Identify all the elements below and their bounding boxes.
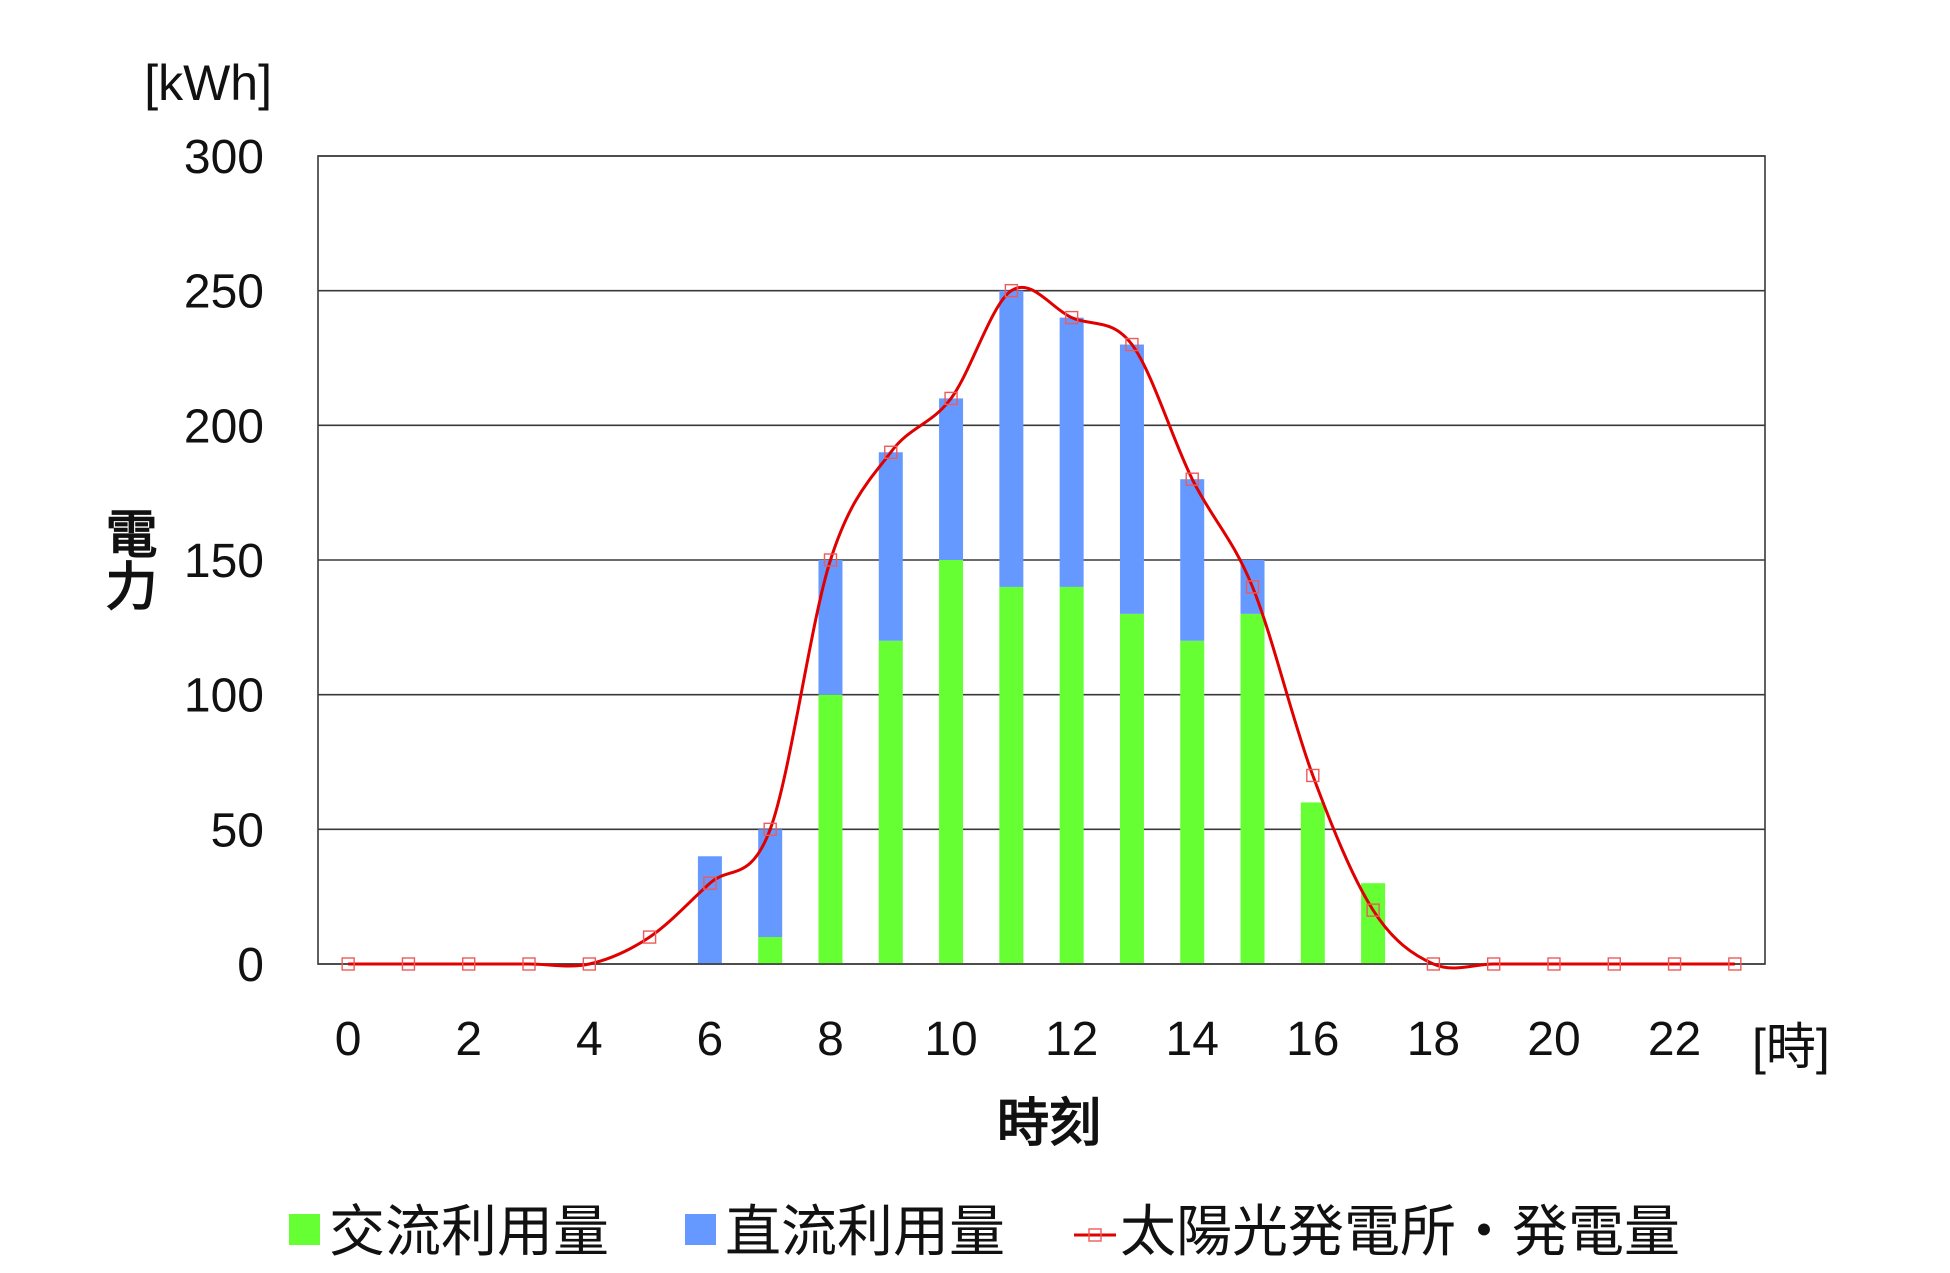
- x-tick-label-2: 2: [455, 1013, 482, 1066]
- y-axis-title: 電力: [96, 507, 156, 611]
- y-axis-tick-labels: 0 50 100 150 200 250 300: [184, 131, 264, 992]
- x-tick-label-22: 22: [1648, 1013, 1701, 1066]
- legend-item-solar-generation: 太陽光発電所・発電量: [1074, 1200, 1680, 1265]
- stacked-bars: [697, 290, 1386, 964]
- legend-swatch-ac-usage: [289, 1214, 320, 1245]
- y-axis-unit: [kWh]: [144, 55, 272, 111]
- generation-marker-15: [1245, 580, 1260, 594]
- generation-marker-11: [1004, 283, 1019, 298]
- ac-usage-bar-10: [939, 560, 964, 964]
- generation-marker-5: [642, 930, 657, 944]
- x-tick-label-12: 12: [1045, 1013, 1098, 1066]
- y-tick-label-150: 150: [184, 535, 264, 588]
- generation-line: [348, 285, 1735, 970]
- generation-marker-3: [522, 957, 536, 971]
- ac-usage-bar-8: [818, 694, 843, 964]
- gridlines: [318, 155, 1765, 965]
- ac-usage-bar-7: [758, 937, 783, 964]
- dc-usage-bar-11: [999, 290, 1024, 587]
- x-tick-label-16: 16: [1286, 1013, 1339, 1066]
- generation-marker-10: [944, 391, 958, 406]
- generation-marker-13: [1125, 337, 1139, 352]
- generation-marker-2: [462, 957, 476, 971]
- ac-usage-bar-9: [878, 640, 903, 964]
- ac-usage-bar-15: [1240, 613, 1265, 964]
- x-tick-label-8: 8: [817, 1013, 844, 1066]
- generation-marker-7: [763, 822, 777, 837]
- x-tick-label-4: 4: [576, 1013, 603, 1066]
- x-axis-tick-labels: 0 2 4 6 8 10 12 14 16 18 20 22: [335, 1013, 1701, 1066]
- y-tick-label-250: 250: [184, 266, 264, 319]
- legend: 交流利用量 直流利用量 太陽光発電所・発電量: [289, 1200, 1680, 1265]
- ac-usage-bar-16: [1300, 802, 1325, 964]
- legend-item-ac-usage: 交流利用量: [289, 1200, 609, 1265]
- legend-label-ac-usage: 交流利用量: [329, 1200, 609, 1265]
- y-tick-label-200: 200: [184, 400, 264, 453]
- legend-label-dc-usage: 直流利用量: [725, 1200, 1005, 1265]
- generation-marker-20: [1547, 957, 1561, 971]
- legend-item-dc-usage: 直流利用量: [685, 1200, 1005, 1265]
- dc-usage-bar-9: [878, 452, 903, 641]
- generation-marker-8: [823, 553, 838, 567]
- dc-usage-bar-14: [1180, 479, 1205, 641]
- y-tick-label-50: 50: [211, 804, 264, 857]
- x-axis-title: 時刻: [997, 1094, 1101, 1154]
- generation-marker-6: [703, 876, 717, 890]
- dc-usage-bar-10: [939, 398, 964, 560]
- generation-marker-1: [401, 957, 416, 971]
- generation-marker-4: [582, 957, 597, 971]
- generation-marker-12: [1064, 310, 1079, 325]
- dc-usage-bar-8: [818, 560, 843, 695]
- generation-marker-9: [884, 445, 898, 459]
- generation-marker-14: [1185, 472, 1199, 486]
- x-tick-label-10: 10: [924, 1013, 977, 1066]
- x-tick-label-6: 6: [697, 1013, 724, 1066]
- generation-marker-23: [1728, 957, 1742, 971]
- x-tick-label-20: 20: [1527, 1013, 1580, 1066]
- x-axis-unit: [時]: [1752, 1019, 1830, 1075]
- ac-usage-bar-13: [1119, 613, 1144, 964]
- y-tick-label-300: 300: [184, 131, 264, 184]
- ac-usage-bar-12: [1059, 586, 1084, 964]
- x-tick-label-0: 0: [335, 1013, 362, 1066]
- generation-marker-16: [1306, 768, 1320, 783]
- generation-marker-22: [1667, 957, 1682, 971]
- legend-swatch-dc-usage: [685, 1214, 716, 1245]
- generation-marker-21: [1607, 957, 1621, 971]
- dc-usage-bar-13: [1119, 344, 1144, 614]
- dc-usage-bar-6: [697, 856, 722, 964]
- generation-marker-0: [341, 957, 355, 971]
- y-tick-label-100: 100: [184, 670, 264, 723]
- x-tick-label-14: 14: [1166, 1013, 1219, 1066]
- ac-usage-bar-14: [1180, 640, 1205, 964]
- ac-usage-bar-11: [999, 586, 1024, 964]
- generation-marker-19: [1486, 957, 1501, 971]
- dc-usage-bar-12: [1059, 317, 1084, 587]
- plot-area-border: [317, 155, 1766, 965]
- generation-marker-18: [1426, 957, 1441, 971]
- legend-marker-solar-generation: [1088, 1228, 1102, 1242]
- legend-label-solar-generation: 太陽光発電所・発電量: [1120, 1200, 1680, 1265]
- y-tick-label-0: 0: [237, 939, 264, 992]
- generation-marker-17: [1366, 903, 1380, 917]
- generation-series: [341, 283, 1742, 971]
- x-tick-label-18: 18: [1407, 1013, 1460, 1066]
